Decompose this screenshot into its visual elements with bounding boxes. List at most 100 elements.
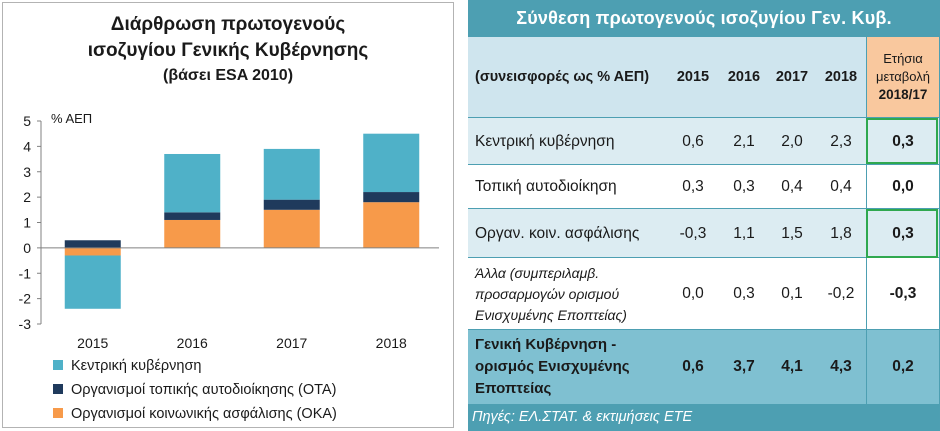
row-value-2015: 0,0: [682, 285, 704, 302]
total-value-2018: 4,3: [830, 358, 852, 375]
row-value-2016: 2,1: [733, 132, 755, 150]
legend-label-social: Οργανισμοί κοινωνικής ασφάλισης (ΟΚΑ): [71, 406, 337, 422]
legend-swatch-social: [53, 408, 63, 418]
legend-item-central: Κεντρική κυβέρνηση: [53, 358, 202, 374]
table-source: Πηγές: ΕΛ.ΣΤΑΤ. & εκτιμήσεις ΕΤΕ: [468, 404, 940, 431]
legend-label-central: Κεντρική κυβέρνηση: [71, 358, 202, 374]
header-change-line2: μεταβολή: [876, 69, 930, 84]
chart-panel: Διάρθρωση πρωτογενούς ισοζυγίου Γενικής …: [2, 2, 454, 428]
row-change: 0,3: [892, 224, 914, 242]
row-value-2016: 1,1: [733, 224, 755, 242]
total-value-2017: 4,1: [781, 358, 803, 375]
table-row: Τοπική αυτοδιοίκηση 0,3 0,3 0,4 0,4 0,0: [468, 165, 940, 209]
total-value-2016: 3,7: [733, 358, 755, 375]
row-separator: [468, 117, 940, 118]
row-value-2015: -0,3: [679, 224, 707, 242]
row-value-2015: 0,3: [682, 178, 704, 195]
total-label-line3: Εποπτείας: [475, 380, 552, 397]
y-tick-label: 4: [23, 138, 31, 154]
y-tick-label: 5: [23, 113, 31, 129]
legend-item-social: Οργανισμοί κοινωνικής ασφάλισης (ΟΚΑ): [53, 406, 337, 422]
header-year-2016: 2016: [727, 69, 761, 85]
table-header-row: (συνεισφορές ως % ΑΕΠ) 2015 2016 2017 20…: [468, 37, 940, 117]
bar-segment: [164, 212, 221, 220]
row-separator: [468, 164, 940, 165]
header-year-2018: 2018: [824, 69, 858, 85]
row-label-line1: Άλλα (συμπεριλαμβ.: [475, 264, 600, 281]
header-year-2015: 2015: [676, 69, 710, 85]
bar-segment: [164, 219, 221, 248]
y-tick-label: 0: [23, 240, 31, 256]
y-tick-label: 3: [23, 164, 31, 180]
chart-title: Διάρθρωση πρωτογενούς: [110, 14, 346, 35]
y-axis-label: % ΑΕΠ: [51, 111, 92, 126]
bar-segment: [64, 240, 121, 248]
row-label: Κεντρική κυβέρνηση: [475, 132, 615, 150]
y-tick-label: -1: [19, 265, 32, 281]
row-label-line3: Ενισχυμένης Εποπτείας): [475, 306, 627, 323]
row-label: Τοπική αυτοδιοίκηση: [475, 178, 617, 195]
table-title: Σύνθεση πρωτογενούς ισοζυγίου Γεν. Κυβ.: [468, 0, 940, 37]
table-panel: Σύνθεση πρωτογενούς ισοζυγίου Γεν. Κυβ. …: [468, 0, 940, 431]
bar-segment: [363, 192, 420, 203]
y-tick-label: 2: [23, 189, 31, 205]
header-label: (συνεισφορές ως % ΑΕΠ): [475, 69, 650, 85]
legend-swatch-central: [53, 360, 63, 370]
x-tick-label: 2018: [376, 335, 407, 351]
bar-segment: [363, 133, 420, 193]
row-value-2016: 0,3: [733, 178, 755, 195]
bar-segment: [363, 202, 420, 248]
y-tick-label: -3: [19, 316, 32, 332]
row-separator: [468, 208, 940, 209]
row-value-2017: 0,1: [781, 285, 803, 302]
header-year-2017: 2017: [775, 69, 809, 85]
highlight-frame: [866, 118, 938, 164]
x-tick-label: 2017: [276, 335, 307, 351]
header-change-line1: Ετήσια: [883, 51, 923, 66]
highlight-frame: [866, 209, 938, 258]
chart-plot: 5 4 3 2 1 0 -1 -2 -3 % ΑΕΠ 2015 2016 2017 2018: [19, 111, 439, 351]
legend-item-local: Οργανισμοί τοπικής αυτοδιοίκησης (ΟΤΑ): [53, 382, 336, 398]
row-value-2017: 0,4: [781, 178, 803, 195]
row-change: 0,3: [892, 132, 914, 150]
row-value-2018: 2,3: [830, 132, 852, 150]
row-label: Οργαν. κοιν. ασφάλισης: [475, 224, 640, 242]
chart-title-line2: ισοζυγίου Γενικής Κυβέρνησης: [87, 40, 369, 61]
row-separator: [468, 329, 940, 330]
row-change: -0,3: [889, 285, 917, 302]
total-label: Γενική Κυβέρνηση - ορισμός Ενισχυμένης Ε…: [468, 330, 666, 404]
table-total-row: Γενική Κυβέρνηση - ορισμός Ενισχυμένης Ε…: [468, 330, 940, 404]
row-value-2015: 0,6: [682, 132, 704, 150]
total-change: 0,2: [892, 358, 914, 375]
row-value-2018: 1,8: [830, 224, 852, 242]
bar-segment: [164, 153, 221, 213]
row-value-2018: -0,2: [827, 285, 855, 302]
y-tick-label: 1: [23, 215, 31, 231]
bar-segment: [64, 247, 121, 256]
bar-segment: [263, 209, 320, 248]
header-change-line3: 2018/17: [878, 87, 928, 102]
bar-segment: [64, 255, 121, 309]
bar-segment: [263, 148, 320, 200]
row-change: 0,0: [892, 178, 914, 195]
row-value-2016: 0,3: [733, 285, 755, 302]
row-value-2018: 0,4: [830, 178, 852, 195]
row-value-2017: 2,0: [781, 132, 803, 150]
x-tick-label: 2015: [77, 335, 108, 351]
row-value-2017: 1,5: [781, 224, 803, 242]
chart-subtitle: (βάσει ESA 2010): [162, 67, 294, 84]
total-label-line2: ορισμός Ενισχυμένης: [475, 358, 630, 375]
bar-segment: [263, 199, 320, 210]
legend-label-local: Οργανισμοί τοπικής αυτοδιοίκησης (ΟΤΑ): [71, 382, 337, 398]
row-label: Άλλα (συμπεριλαμβ. προσαρμογών ορισμού Ε…: [468, 258, 666, 330]
total-label-line1: Γενική Κυβέρνηση -: [475, 336, 617, 353]
row-label-line2: προσαρμογών ορισμού: [475, 285, 620, 302]
y-tick-label: -2: [19, 291, 32, 307]
table-row: Κεντρική κυβέρνηση 0,6 2,1 2,0 2,3 0,3: [468, 118, 940, 165]
row-separator: [468, 257, 940, 258]
total-value-2015: 0,6: [682, 358, 704, 375]
header-annual-change: Ετήσια μεταβολή 2018/17: [866, 37, 940, 117]
table-row: Οργαν. κοιν. ασφάλισης -0,3 1,1 1,5 1,8 …: [468, 209, 940, 258]
x-tick-label: 2016: [177, 335, 208, 351]
table-row: Άλλα (συμπεριλαμβ. προσαρμογών ορισμού Ε…: [468, 258, 940, 330]
